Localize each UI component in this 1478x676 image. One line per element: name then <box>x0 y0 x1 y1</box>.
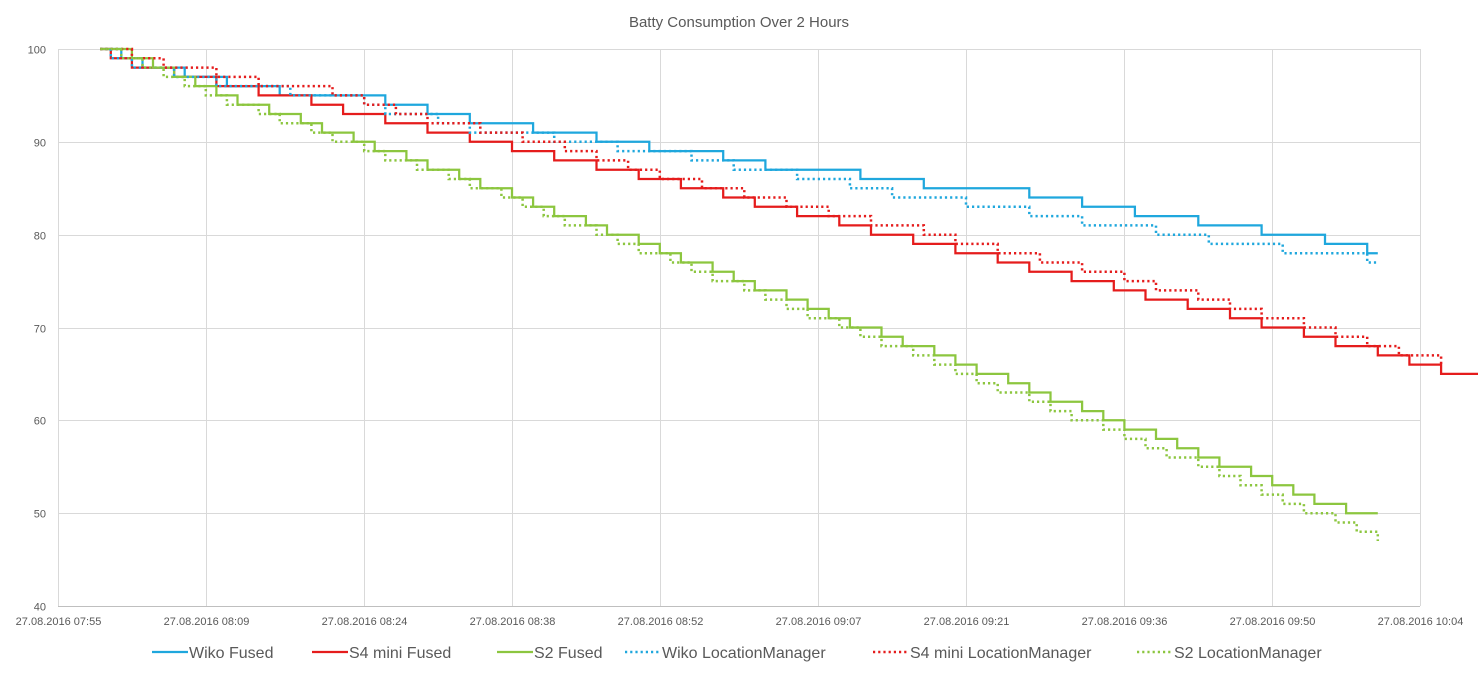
x-tick-label: 27.08.2016 08:09 <box>164 616 250 628</box>
series-line-s2-fused <box>100 49 1378 513</box>
legend-label: Wiko LocationManager <box>662 645 826 662</box>
legend-label: S4 mini Fused <box>349 645 451 662</box>
x-tick-label: 27.08.2016 08:38 <box>470 616 556 628</box>
y-tick-label: 100 <box>28 45 46 57</box>
x-tick-label: 27.08.2016 08:24 <box>322 616 408 628</box>
legend: Wiko Fused S4 mini Fused S2 Fused Wiko Loca… <box>152 645 1322 662</box>
y-tick-label: 90 <box>34 138 46 150</box>
y-tick-label: 70 <box>34 324 46 336</box>
y-tick-label: 50 <box>34 509 46 521</box>
legend-item: S2 LocationManager <box>1137 645 1322 662</box>
grid-layer <box>58 49 1421 607</box>
legend-label: S2 LocationManager <box>1174 645 1322 662</box>
legend-label: S2 Fused <box>534 645 602 662</box>
legend-item: S2 Fused <box>497 645 602 662</box>
x-tick-label: 27.08.2016 09:21 <box>924 616 1010 628</box>
x-tick-label: 27.08.2016 09:07 <box>776 616 862 628</box>
y-tick-label: 40 <box>34 602 46 614</box>
y-tick-label: 80 <box>34 231 46 243</box>
legend-label: Wiko Fused <box>189 645 273 662</box>
series-line-wiko-locationmanager <box>100 49 1378 263</box>
series-line-wiko-fused <box>100 49 1378 253</box>
series-line-s4-mini-fused <box>100 49 1478 383</box>
series-line-s2-locationmanager <box>100 49 1378 541</box>
legend-item: Wiko Fused <box>152 645 273 662</box>
legend-label: S4 mini LocationManager <box>910 645 1092 662</box>
x-tick-label: 27.08.2016 07:55 <box>16 616 102 628</box>
x-tick-label: 27.08.2016 09:36 <box>1082 616 1168 628</box>
legend-item: Wiko LocationManager <box>625 645 826 662</box>
x-tick-label: 27.08.2016 10:04 <box>1378 616 1464 628</box>
axis-layer: 40 50 60 70 80 90 100 27.08.2016 07:55 27.08.201… <box>16 45 1464 629</box>
legend-item: S4 mini Fused <box>312 645 451 662</box>
chart-title: Batty Consumption Over 2 Hours <box>629 14 849 31</box>
y-tick-label: 60 <box>34 416 46 428</box>
x-tick-label: 27.08.2016 08:52 <box>618 616 704 628</box>
legend-item: S4 mini LocationManager <box>873 645 1092 662</box>
series-layer <box>100 49 1478 541</box>
x-tick-label: 27.08.2016 09:50 <box>1230 616 1316 628</box>
